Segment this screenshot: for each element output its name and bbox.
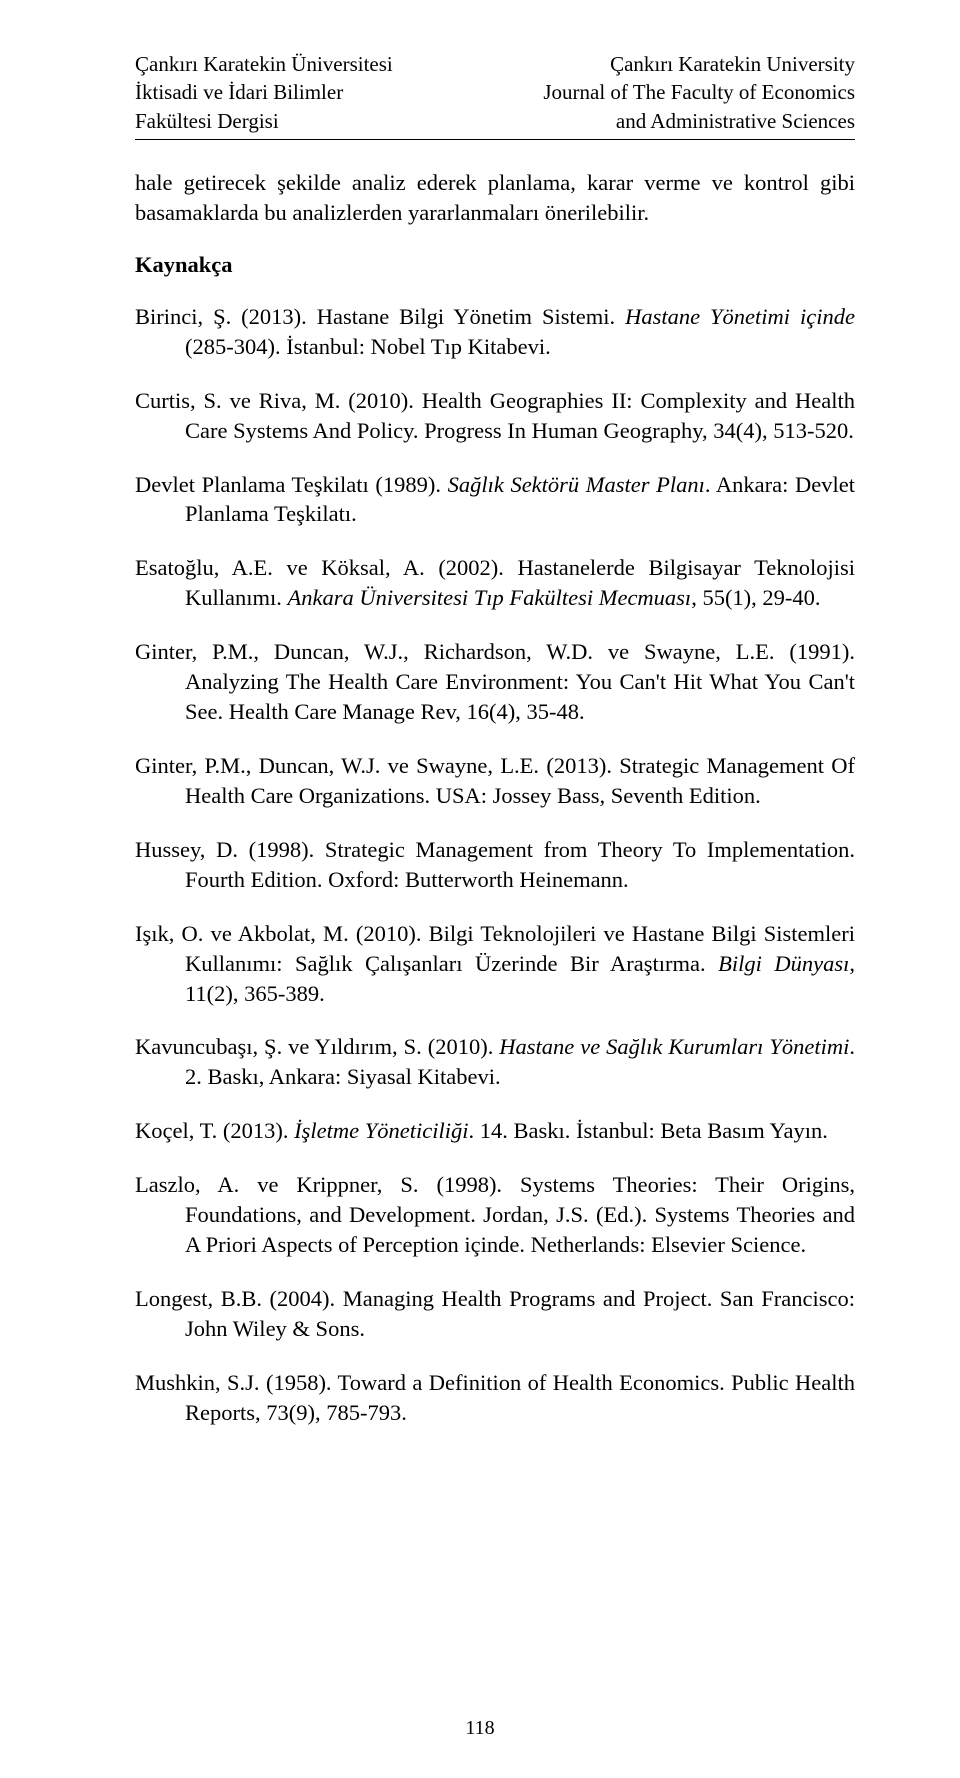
reference-text: Laszlo, A. ve Krippner, S. (1998). Syste…	[135, 1172, 855, 1257]
reference-text: Birinci, Ş. (2013). Hastane Bilgi Yöneti…	[135, 304, 625, 329]
reference-italic-text: İşletme Yöneticiliği	[294, 1118, 468, 1143]
reference-text: Curtis, S. ve Riva, M. (2010). Health Ge…	[135, 388, 855, 443]
reference-text: Ginter, P.M., Duncan, W.J., Richardson, …	[135, 639, 855, 724]
reference-text: Koçel, T. (2013).	[135, 1118, 294, 1143]
header-left-line: Çankırı Karatekin Üniversitesi	[135, 50, 393, 78]
references-heading: Kaynakça	[135, 252, 855, 278]
reference-text: Ginter, P.M., Duncan, W.J. ve Swayne, L.…	[135, 753, 855, 808]
reference-text: Kavuncubaşı, Ş. ve Yıldırım, S. (2010).	[135, 1034, 499, 1059]
reference-entry: Longest, B.B. (2004). Managing Health Pr…	[135, 1284, 855, 1344]
reference-italic-text: Hastane ve Sağlık Kurumları Yönetimi	[499, 1034, 849, 1059]
header-rule	[135, 139, 855, 140]
intro-paragraph: hale getirecek şekilde analiz ederek pla…	[135, 168, 855, 228]
reference-entry: Ginter, P.M., Duncan, W.J., Richardson, …	[135, 637, 855, 727]
header-right-line: Journal of The Faculty of Economics	[543, 78, 855, 106]
page-number: 118	[0, 1717, 960, 1740]
reference-text: Hussey, D. (1998). Strategic Management …	[135, 837, 855, 892]
reference-italic-text: Ankara Üniversitesi Tıp Fakültesi Mecmua…	[288, 585, 692, 610]
reference-entry: Hussey, D. (1998). Strategic Management …	[135, 835, 855, 895]
reference-entry: Mushkin, S.J. (1958). Toward a Definitio…	[135, 1368, 855, 1428]
reference-entry: Kavuncubaşı, Ş. ve Yıldırım, S. (2010). …	[135, 1032, 855, 1092]
reference-italic-text: Hastane Yönetimi içinde	[625, 304, 855, 329]
header-right-line: Çankırı Karatekin University	[543, 50, 855, 78]
reference-entry: Birinci, Ş. (2013). Hastane Bilgi Yöneti…	[135, 302, 855, 362]
page-header: Çankırı Karatekin Üniversitesi İktisadi …	[135, 50, 855, 135]
page-container: Çankırı Karatekin Üniversitesi İktisadi …	[0, 0, 960, 1778]
header-right-line: and Administrative Sciences	[543, 107, 855, 135]
references-list: Birinci, Ş. (2013). Hastane Bilgi Yöneti…	[135, 302, 855, 1428]
reference-entry: Esatoğlu, A.E. ve Köksal, A. (2002). Has…	[135, 553, 855, 613]
reference-text: Devlet Planlama Teşkilatı (1989).	[135, 472, 448, 497]
header-right: Çankırı Karatekin University Journal of …	[543, 50, 855, 135]
header-left: Çankırı Karatekin Üniversitesi İktisadi …	[135, 50, 393, 135]
reference-italic-text: Bilgi Dünyası	[718, 951, 849, 976]
reference-italic-text: Sağlık Sektörü Master Planı	[448, 472, 705, 497]
header-left-line: İktisadi ve İdari Bilimler	[135, 78, 393, 106]
reference-entry: Ginter, P.M., Duncan, W.J. ve Swayne, L.…	[135, 751, 855, 811]
reference-entry: Curtis, S. ve Riva, M. (2010). Health Ge…	[135, 386, 855, 446]
reference-text: , 55(1), 29-40.	[691, 585, 820, 610]
reference-text: . 14. Baskı. İstanbul: Beta Basım Yayın.	[468, 1118, 827, 1143]
reference-entry: Laszlo, A. ve Krippner, S. (1998). Syste…	[135, 1170, 855, 1260]
reference-entry: Işık, O. ve Akbolat, M. (2010). Bilgi Te…	[135, 919, 855, 1009]
reference-text: (285-304). İstanbul: Nobel Tıp Kitabevi.	[185, 334, 551, 359]
reference-text: Mushkin, S.J. (1958). Toward a Definitio…	[135, 1370, 855, 1425]
reference-entry: Devlet Planlama Teşkilatı (1989). Sağlık…	[135, 470, 855, 530]
reference-text: Longest, B.B. (2004). Managing Health Pr…	[135, 1286, 855, 1341]
reference-entry: Koçel, T. (2013). İşletme Yöneticiliği. …	[135, 1116, 855, 1146]
header-left-line: Fakültesi Dergisi	[135, 107, 393, 135]
